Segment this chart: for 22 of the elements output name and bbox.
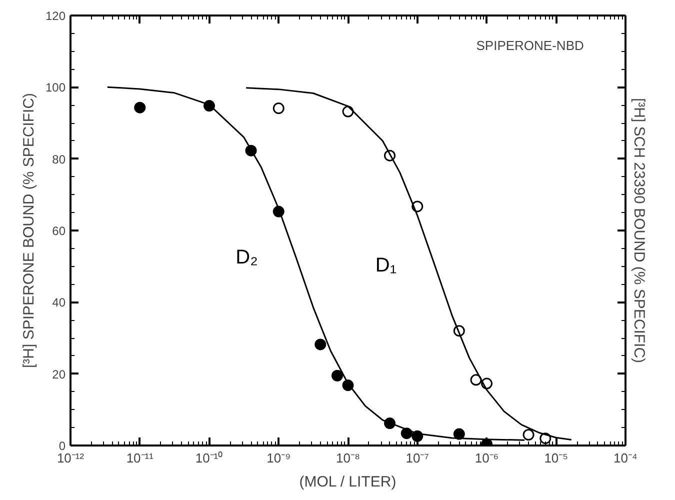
x-tick-label: 10⁻⁷ <box>406 450 430 466</box>
x-tick-label: 10⁻¹⁰ <box>195 450 224 466</box>
x-tick-label: 10⁻¹² <box>56 450 85 466</box>
y-tick-label: 80 <box>52 152 66 166</box>
y-tick-label: 100 <box>45 80 66 95</box>
x-tick-label: 10⁻⁵ <box>544 450 568 466</box>
series-label: D₁ <box>375 254 397 276</box>
y-axis-title: [³H] SPIPERONE BOUND (% SPECIFIC) <box>20 92 38 368</box>
annotation: SPIPERONE-NBD <box>476 38 584 54</box>
y-tick-label: 40 <box>52 296 66 310</box>
x-tick-label: 10⁻⁶ <box>474 450 499 466</box>
y-tick-label: 20 <box>52 367 66 382</box>
y-tick-label: 60 <box>52 224 66 238</box>
x-tick-label: 10⁻⁸ <box>336 450 360 466</box>
series-label: D₂ <box>236 246 258 268</box>
x-tick-label: 10⁻¹¹ <box>126 450 154 466</box>
x-tick-label: 10⁻⁴ <box>613 450 638 466</box>
x-tick-label: 10⁻⁹ <box>266 450 291 466</box>
y-tick-label: 0 <box>58 439 66 453</box>
x-axis-title: (MOL / LITER) <box>299 474 396 490</box>
y2-axis-title: [³H] SCH 23390 BOUND (% SPECIFIC) <box>630 98 648 364</box>
y-tick-label: 120 <box>45 9 66 23</box>
